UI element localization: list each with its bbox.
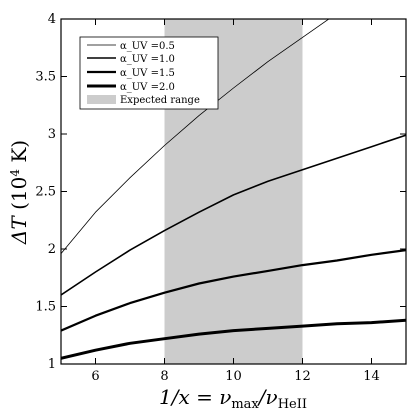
x-tick-label: 12 [294, 369, 311, 384]
x-tick-label: 14 [363, 369, 380, 384]
legend-label-2: α_UV =1.0 [120, 54, 175, 65]
series-line-3 [61, 249, 406, 332]
series-line-1 [61, 19, 330, 254]
y-tick-label: 2.5 [35, 185, 56, 200]
y-axis-title: ΔT (104 K) [7, 140, 31, 245]
legend-label-3: α_UV =1.5 [120, 68, 175, 79]
series-line-2 [61, 134, 406, 296]
y-tick-label: 1 [48, 357, 56, 372]
legend-label-1: α_UV =0.5 [120, 41, 175, 52]
series-line-4 [61, 318, 406, 360]
legend: α_UV =0.5 α_UV =1.0 α_UV =1.5 α_UV =2.0 Expe… [79, 36, 219, 110]
y-tick-label: 2 [48, 242, 56, 257]
x-tick-label: 6 [91, 369, 99, 384]
x-tick-label: 8 [160, 369, 168, 384]
y-tick-label: 4 [48, 12, 56, 27]
legend-swatch-band [87, 95, 116, 104]
x-tick-label: 10 [225, 369, 242, 384]
series-layer [61, 19, 406, 360]
legend-label-band: Expected range [120, 95, 200, 106]
y-tick-label: 3 [48, 127, 56, 142]
tick-layer: 6 8 10 12 14 1 1.5 2 2.5 3 3.5 4 [35, 12, 406, 384]
x-axis-title: 1/x = νmax/νHeII [159, 385, 307, 412]
legend-label-4: α_UV =2.0 [120, 82, 175, 93]
y-tick-label: 3.5 [35, 70, 56, 85]
y-tick-label: 1.5 [35, 300, 56, 315]
